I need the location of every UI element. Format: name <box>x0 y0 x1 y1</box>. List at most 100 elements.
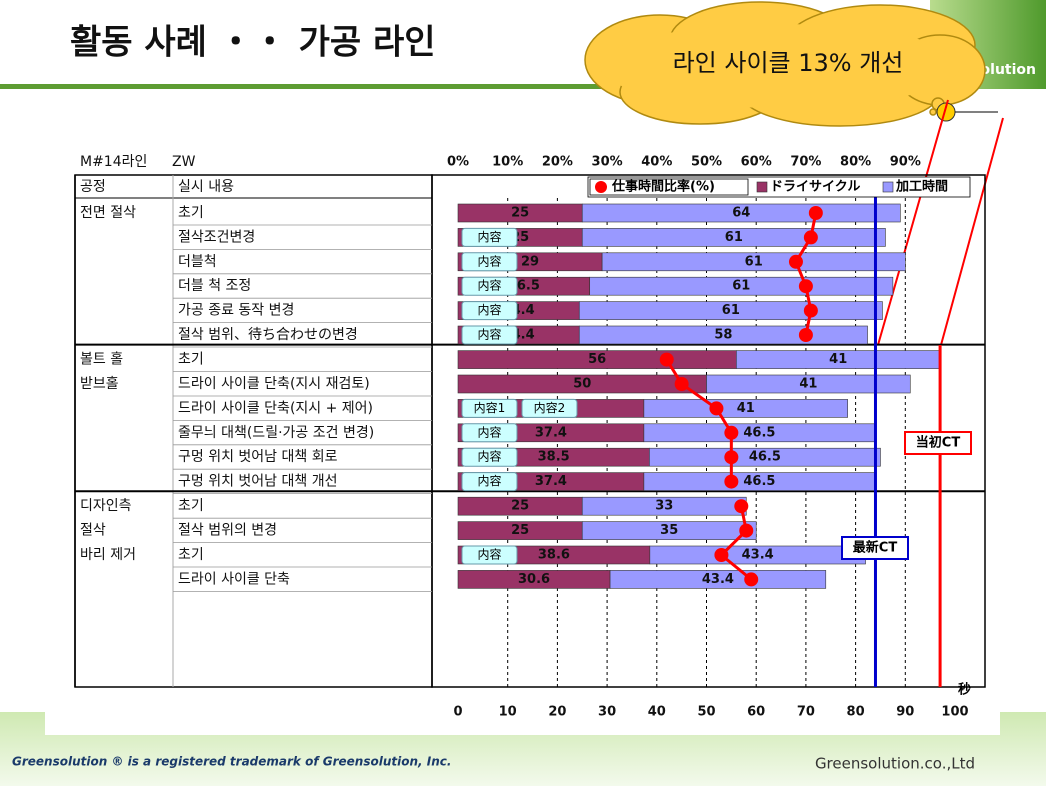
x-tick-label: 30 <box>598 705 616 720</box>
callout-pointer <box>940 117 1004 346</box>
content-button-label[interactable]: 内容 <box>477 547 501 562</box>
footer-company: Greensolution.co.,Ltd <box>815 755 975 773</box>
category-label: 초기 <box>178 547 204 563</box>
bar <box>589 276 894 296</box>
category-label: 더블척 <box>178 254 217 270</box>
content-button[interactable] <box>461 325 518 345</box>
value-label: 61 <box>745 254 763 269</box>
model: ZW <box>172 154 196 170</box>
x2-tick-label: 50% <box>691 155 722 170</box>
content-button-label[interactable]: 内容 <box>477 449 501 464</box>
content-button-label[interactable]: 内容 <box>477 253 501 268</box>
value-label: 41 <box>829 352 847 367</box>
ratio-line <box>719 505 753 581</box>
value-label: 43.4 <box>742 548 774 563</box>
value-label: 35 <box>660 523 678 538</box>
ratio-dot <box>739 523 754 538</box>
x-tick-label: 80 <box>847 705 865 720</box>
category-label: 절삭 범위의 변경 <box>178 523 277 539</box>
content-button-label[interactable]: 内容 <box>477 278 501 293</box>
legend-swatch <box>882 181 894 193</box>
x2-tick-label: 30% <box>592 155 623 170</box>
category-label: 가공 종료 동작 변경 <box>178 303 294 319</box>
value-label: 29 <box>521 254 539 269</box>
content-button[interactable] <box>461 472 518 492</box>
ratio-dot <box>803 303 818 318</box>
process-label: 절삭 <box>80 523 106 539</box>
bar <box>643 399 848 418</box>
ratio-dot <box>808 206 823 220</box>
content-button[interactable] <box>521 398 578 418</box>
content-button[interactable] <box>461 398 518 418</box>
bar <box>609 570 827 589</box>
process-label: 디자인측 <box>80 498 132 514</box>
content-button[interactable] <box>461 423 518 443</box>
value-label: 33 <box>655 499 673 514</box>
bar <box>706 374 911 394</box>
category-label: 줄무늬 대책(드릴·가공 조건 변경) <box>178 425 374 441</box>
value-label: 56 <box>588 352 606 367</box>
value-label: 38.5 <box>538 450 570 465</box>
ratio-dot <box>674 377 689 391</box>
content-button-label[interactable]: 内容 <box>477 327 501 342</box>
value-label: 46.5 <box>749 450 781 465</box>
ratio-dot <box>798 328 813 342</box>
ratio-dot <box>744 572 759 587</box>
x-tick-label: 40 <box>648 705 666 720</box>
reference-label-box <box>904 431 972 455</box>
column-header: 공정 <box>80 179 106 195</box>
legend-label: 加工時間 <box>895 179 948 195</box>
value-label: 41 <box>799 377 817 392</box>
value-label: 43.4 <box>702 572 734 587</box>
content-button-label[interactable]: 内容1 <box>474 400 506 415</box>
x-tick-label: 0 <box>453 705 462 720</box>
value-label: 50 <box>573 377 591 392</box>
bar <box>578 325 868 345</box>
category-label: 드라이 사이클 단축(지시 + 제어) <box>178 400 373 416</box>
value-label: 58 <box>714 328 732 343</box>
value-label: 38.6 <box>538 548 570 563</box>
ratio-dot <box>724 450 739 465</box>
process-label: 전면 절삭 <box>80 205 136 221</box>
content-button-label[interactable]: 内容 <box>477 302 501 317</box>
logo-text: olution <box>981 62 1036 78</box>
x2-tick-label: 20% <box>542 155 573 170</box>
content-button[interactable] <box>461 447 518 467</box>
content-button[interactable] <box>461 545 518 565</box>
ratio-dot <box>788 254 803 269</box>
x2-tick-label: 40% <box>641 155 672 170</box>
process-label: 바리 제거 <box>80 547 136 563</box>
value-label: 37.4 <box>535 425 567 440</box>
category-label: 드라이 사이클 단축 <box>178 571 290 587</box>
value-label: 46.5 <box>743 474 775 489</box>
bar <box>649 447 881 467</box>
content-button[interactable] <box>461 276 518 296</box>
slide-title: 활동 사례 ・・ 가공 라인 <box>70 23 436 63</box>
value-label: 46.5 <box>743 425 775 440</box>
category-label: 더블 척 조정 <box>178 278 251 294</box>
content-button-label[interactable]: 内容 <box>477 473 501 488</box>
value-label: 25 <box>511 523 529 538</box>
x2-tick-label: 10% <box>492 155 523 170</box>
x-tick-label: 10 <box>499 705 517 720</box>
x-tick-label: 90 <box>896 705 914 720</box>
value-label: 64 <box>732 206 750 221</box>
content-button-label[interactable]: 内容 <box>477 424 501 439</box>
x-tick-label: 60 <box>747 705 765 720</box>
ratio-dot <box>798 279 813 294</box>
content-button[interactable] <box>461 227 518 247</box>
callout-text: 라인 사이클 13% 개선 <box>673 49 904 77</box>
content-button[interactable] <box>461 252 518 272</box>
legend-swatch <box>595 181 607 193</box>
footer-trademark: Greensolution ® is a registered trademar… <box>12 755 451 769</box>
content-button[interactable] <box>461 301 518 321</box>
x2-tick-label: 80% <box>840 155 871 170</box>
legend-box <box>587 176 971 198</box>
header-band <box>0 84 1046 89</box>
x2-tick-label: 0% <box>447 155 469 170</box>
category-label: 절삭조건변경 <box>178 229 255 245</box>
value-label: 25 <box>511 206 529 221</box>
content-button-label[interactable]: 内容2 <box>534 400 566 415</box>
content-button-label[interactable]: 内容 <box>477 229 501 244</box>
